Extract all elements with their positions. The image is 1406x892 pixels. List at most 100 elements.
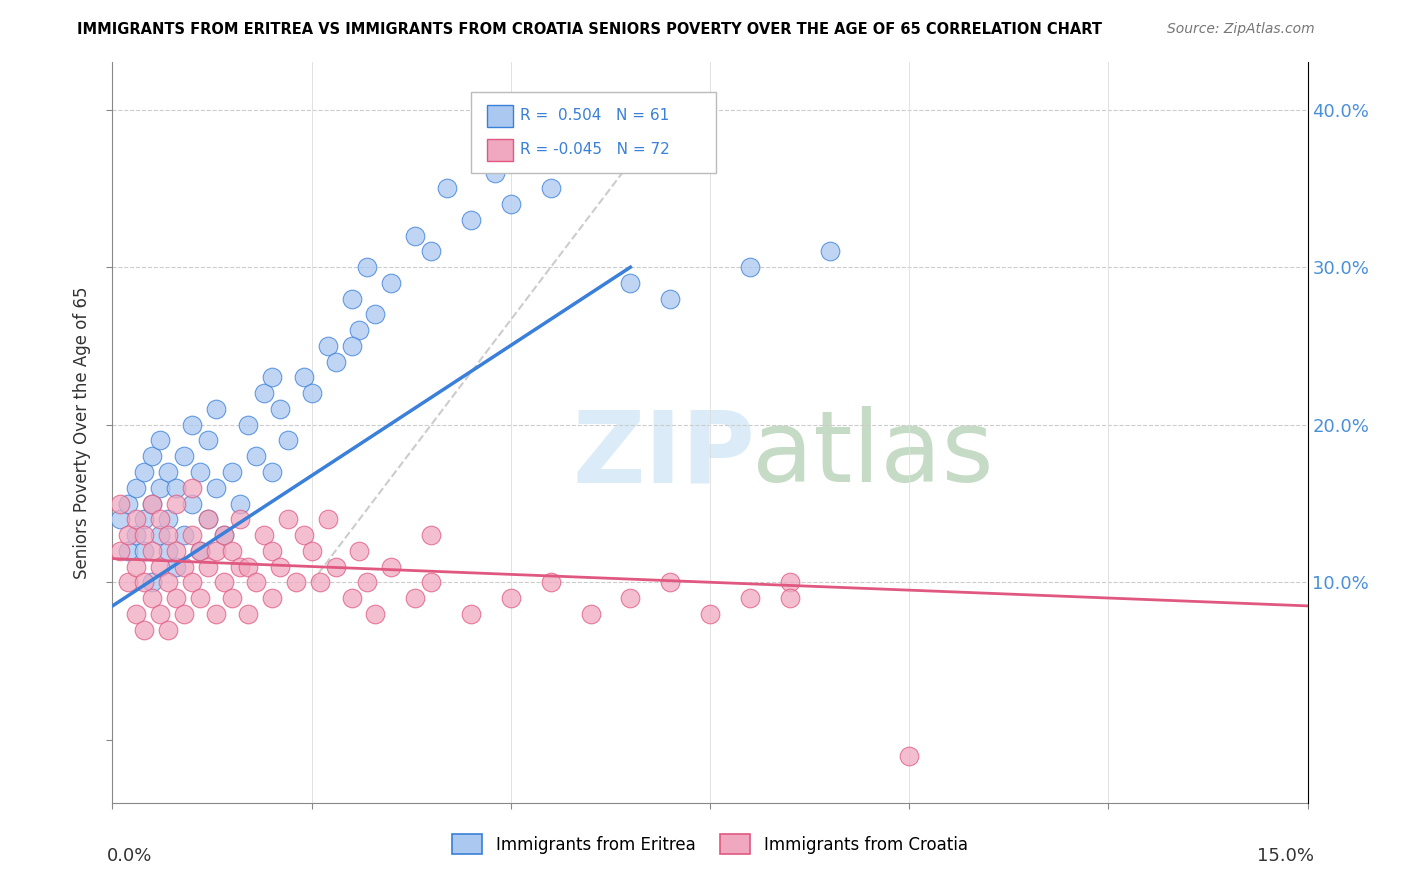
Point	[540, 181, 562, 195]
Point	[188, 591, 211, 605]
Point	[236, 607, 259, 621]
Point	[221, 543, 243, 558]
Point	[205, 607, 228, 621]
Point	[269, 559, 291, 574]
Point	[484, 166, 506, 180]
Point	[165, 481, 187, 495]
Point	[420, 528, 443, 542]
Text: 15.0%: 15.0%	[1257, 847, 1313, 865]
Point	[205, 402, 228, 417]
Point	[141, 496, 163, 510]
Point	[188, 543, 211, 558]
Point	[197, 434, 219, 448]
Point	[134, 512, 156, 526]
Point	[316, 339, 339, 353]
Point	[364, 607, 387, 621]
Point	[340, 292, 363, 306]
Point	[229, 496, 252, 510]
Point	[420, 244, 443, 259]
Point	[181, 575, 204, 590]
Point	[253, 528, 276, 542]
Point	[308, 575, 330, 590]
Point	[125, 481, 148, 495]
Point	[173, 559, 195, 574]
Point	[229, 559, 252, 574]
Point	[229, 512, 252, 526]
Point	[236, 417, 259, 432]
Point	[779, 575, 801, 590]
Point	[149, 481, 172, 495]
Point	[157, 623, 180, 637]
Point	[110, 512, 132, 526]
Point	[181, 417, 204, 432]
Point	[205, 543, 228, 558]
Point	[316, 512, 339, 526]
Point	[260, 543, 283, 558]
Point	[149, 512, 172, 526]
Point	[134, 465, 156, 479]
Point	[181, 496, 204, 510]
Point	[659, 292, 682, 306]
Point	[110, 543, 132, 558]
Point	[149, 607, 172, 621]
Point	[134, 575, 156, 590]
Point	[356, 260, 378, 275]
Point	[260, 465, 283, 479]
Point	[157, 512, 180, 526]
Point	[205, 481, 228, 495]
Point	[301, 386, 323, 401]
Point	[197, 512, 219, 526]
Point	[157, 465, 180, 479]
Point	[157, 543, 180, 558]
Point	[619, 276, 641, 290]
Point	[540, 575, 562, 590]
Point	[212, 528, 235, 542]
FancyBboxPatch shape	[486, 138, 513, 161]
Text: 0.0%: 0.0%	[107, 847, 152, 865]
Point	[125, 607, 148, 621]
Point	[165, 559, 187, 574]
Point	[149, 434, 172, 448]
Text: atlas: atlas	[752, 407, 994, 503]
Point	[499, 197, 522, 211]
Point	[117, 528, 139, 542]
Point	[125, 528, 148, 542]
Point	[141, 543, 163, 558]
Point	[125, 559, 148, 574]
Point	[149, 528, 172, 542]
Point	[212, 575, 235, 590]
Point	[779, 591, 801, 605]
Point	[181, 481, 204, 495]
Text: IMMIGRANTS FROM ERITREA VS IMMIGRANTS FROM CROATIA SENIORS POVERTY OVER THE AGE : IMMIGRANTS FROM ERITREA VS IMMIGRANTS FR…	[77, 22, 1102, 37]
Legend: Immigrants from Eritrea, Immigrants from Croatia: Immigrants from Eritrea, Immigrants from…	[446, 828, 974, 861]
Point	[284, 575, 307, 590]
Point	[125, 512, 148, 526]
Point	[659, 575, 682, 590]
Point	[221, 591, 243, 605]
Point	[134, 623, 156, 637]
Point	[236, 559, 259, 574]
Point	[460, 213, 482, 227]
Point	[269, 402, 291, 417]
Point	[117, 543, 139, 558]
Point	[117, 575, 139, 590]
Point	[380, 276, 402, 290]
Point	[141, 591, 163, 605]
FancyBboxPatch shape	[471, 92, 716, 173]
Point	[188, 543, 211, 558]
Point	[260, 370, 283, 384]
Point	[579, 607, 602, 621]
Point	[349, 323, 371, 337]
Point	[380, 559, 402, 574]
Point	[325, 559, 347, 574]
Point	[197, 559, 219, 574]
Point	[221, 465, 243, 479]
Point	[898, 748, 921, 763]
Point	[134, 528, 156, 542]
Point	[292, 528, 315, 542]
Point	[738, 260, 761, 275]
Point	[356, 575, 378, 590]
Point	[245, 449, 267, 463]
Point	[340, 339, 363, 353]
Point	[499, 591, 522, 605]
